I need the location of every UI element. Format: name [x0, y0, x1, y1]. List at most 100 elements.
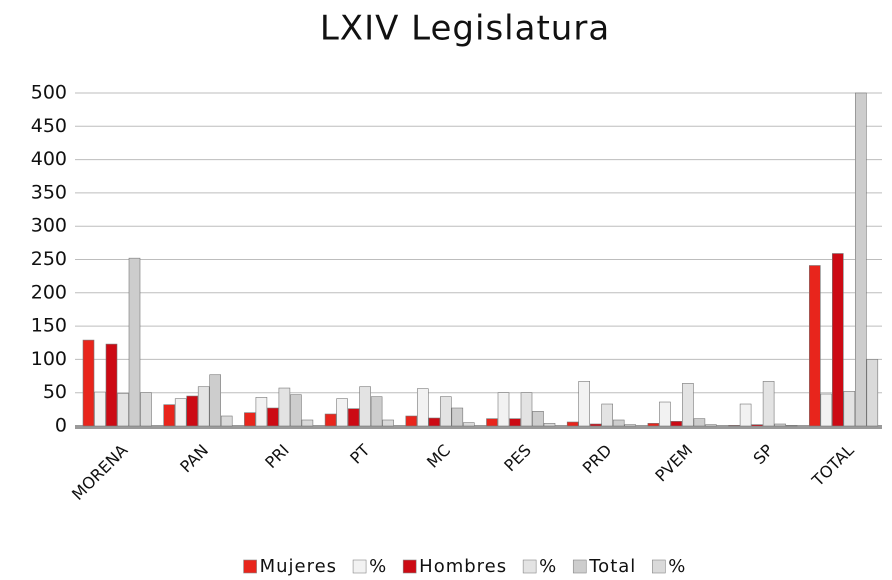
x-tick-label: PRI: [261, 441, 292, 472]
legend-label: %: [539, 556, 557, 577]
bar: [647, 423, 660, 427]
bar: [82, 339, 95, 427]
bar: [589, 423, 602, 427]
x-tick-label: PES: [500, 441, 535, 476]
bar-group: [255, 397, 268, 427]
bar: [831, 253, 844, 427]
legend-swatch: [572, 559, 587, 574]
bar-group: [462, 422, 475, 427]
bar-group: [497, 392, 510, 427]
bar: [612, 419, 625, 427]
bar-group: [762, 381, 775, 427]
bar: [278, 387, 291, 427]
legend-swatch: [402, 559, 417, 574]
bar-group: [278, 387, 291, 427]
bar: [451, 407, 464, 427]
bar-group: [751, 424, 763, 427]
legend-swatch: [352, 559, 367, 574]
bar-group: [647, 423, 660, 427]
bar-group: [612, 419, 625, 427]
bar-group: [831, 253, 844, 427]
bar-group: [820, 393, 833, 427]
x-tick-label: MC: [423, 441, 454, 472]
bar-group: [843, 391, 856, 427]
bar: [751, 424, 763, 427]
bar-group: [197, 386, 210, 427]
bar: [267, 407, 279, 427]
bar: [682, 383, 694, 427]
x-tick-label: TOTAL: [808, 441, 858, 491]
bar: [255, 397, 268, 427]
bar: [520, 392, 533, 427]
bar-group: [774, 423, 786, 427]
bar: [624, 424, 637, 427]
bar: [739, 403, 752, 427]
x-tick-label: PVEM: [651, 441, 696, 486]
legend-label: %: [369, 556, 387, 577]
y-tick-label: 250: [31, 248, 67, 270]
bar-group: [82, 339, 95, 427]
bar-group: [439, 396, 452, 427]
x-tick-label: MORENA: [68, 441, 131, 504]
legend-swatch: [522, 559, 537, 574]
bar-group: [416, 388, 429, 427]
bar-group: [163, 404, 175, 427]
x-tick-label: PAN: [176, 441, 212, 477]
bar-group: [566, 421, 579, 427]
bar: [370, 396, 383, 427]
bar: [659, 401, 671, 427]
bar-group: [324, 413, 337, 427]
bar: [705, 424, 717, 427]
bar-group: [866, 359, 879, 427]
bar-group: [509, 418, 521, 427]
bar: [347, 408, 360, 427]
bar: [163, 404, 175, 427]
x-tick-label: PRD: [579, 441, 616, 478]
bar: [486, 418, 498, 427]
bar: [462, 422, 475, 427]
legend-swatch: [243, 559, 257, 574]
bar: [324, 413, 337, 427]
bar-group: [186, 395, 198, 427]
bar-group: [808, 265, 821, 427]
bar: [174, 398, 187, 427]
bar-group: [140, 392, 152, 427]
y-tick-label: 450: [31, 115, 67, 137]
bar-group: [105, 343, 118, 427]
bar: [532, 411, 544, 427]
bar-group: [543, 423, 556, 427]
bar-group: [382, 419, 394, 427]
bar-group: [94, 391, 106, 427]
bar-group: [670, 421, 683, 427]
bar-group: [220, 415, 233, 427]
bar-group: [244, 412, 256, 427]
legend-label: Total: [588, 556, 636, 577]
bar: [94, 391, 106, 427]
bar: [808, 265, 821, 427]
bar: [785, 425, 798, 427]
bar: [140, 392, 152, 427]
x-tick-label: SP: [750, 440, 778, 468]
bar: [428, 417, 441, 427]
bar-group: [128, 257, 141, 427]
bar: [117, 393, 129, 427]
floor: [75, 425, 882, 429]
bar: [439, 396, 452, 427]
y-tick-label: 150: [31, 315, 67, 337]
bar-group: [336, 398, 348, 427]
bar-group: [359, 386, 371, 427]
y-tick-label: 300: [31, 215, 67, 237]
bar-group: [209, 374, 221, 427]
bar: [509, 418, 521, 427]
bar-group: [117, 393, 129, 427]
bar-group: [705, 424, 717, 427]
bar: [290, 394, 302, 427]
bar-group: [347, 408, 360, 427]
bar-group: [451, 407, 464, 427]
bar: [854, 92, 867, 427]
bar: [359, 386, 371, 427]
bar: [601, 403, 614, 427]
bar-group: [174, 398, 187, 427]
bar-group: [785, 425, 798, 427]
